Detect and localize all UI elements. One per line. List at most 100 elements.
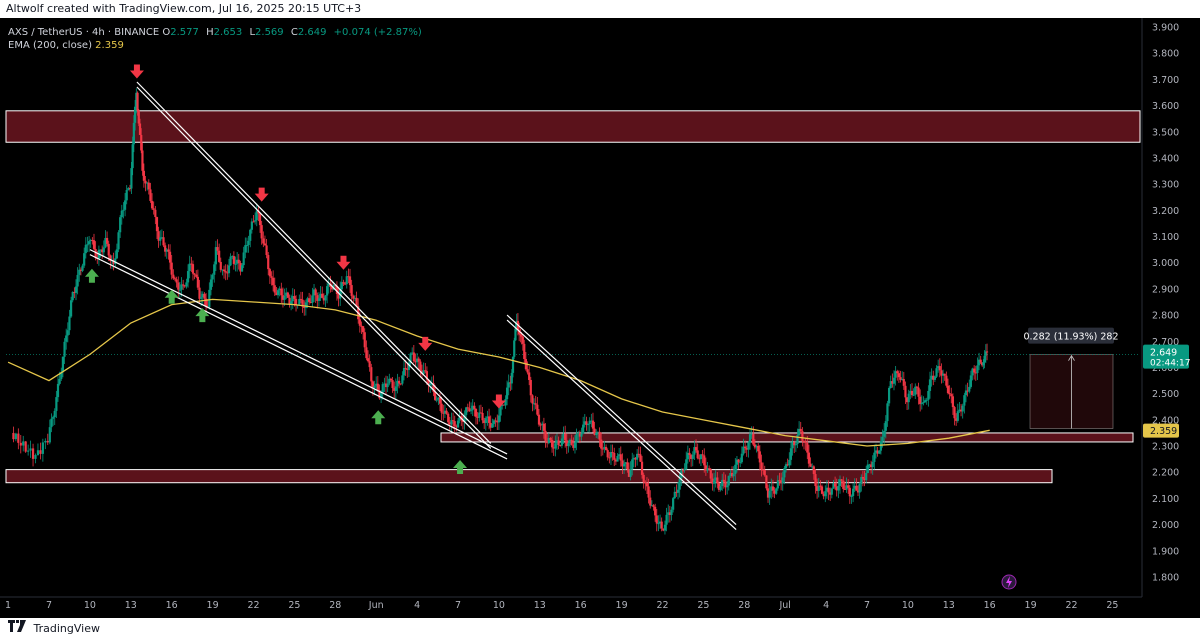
candle-body — [347, 276, 350, 278]
candle-body — [407, 362, 411, 371]
candle-body — [167, 249, 170, 252]
candle-body — [951, 396, 954, 408]
candle-body — [685, 459, 688, 470]
candle-body — [257, 210, 260, 214]
footer-brand: TradingView — [33, 622, 100, 635]
candle-body — [182, 284, 185, 286]
measure-label-box — [1028, 327, 1114, 344]
candle-body — [865, 472, 868, 481]
candle-body — [56, 383, 60, 398]
candle-body — [433, 391, 437, 400]
candle-body — [627, 469, 631, 477]
candle-body — [721, 479, 724, 487]
candle-body — [966, 390, 969, 392]
time-tick-label: 10 — [84, 600, 96, 611]
candle-body — [299, 298, 303, 300]
candle-body — [802, 440, 806, 442]
candle-body — [319, 293, 322, 299]
candle-body — [657, 523, 660, 525]
time-tick-label: 1 — [5, 600, 11, 611]
candle-body — [168, 251, 172, 263]
candle-body — [479, 412, 483, 414]
candle-body — [219, 261, 222, 270]
price-series — [6, 88, 1140, 535]
candle-body — [46, 440, 49, 443]
candle-body — [504, 399, 507, 406]
candle-body — [86, 244, 89, 246]
candle-body — [892, 377, 896, 384]
candle-body — [127, 188, 130, 190]
candle-body — [425, 371, 429, 380]
candle-body — [74, 286, 78, 293]
candle-body — [445, 410, 448, 414]
candle-body — [971, 368, 974, 376]
candle-body — [386, 383, 389, 388]
price-tick-label: 2.400 — [1152, 415, 1179, 426]
candle-body — [384, 383, 388, 388]
candle-body — [552, 447, 555, 449]
candle-body — [688, 452, 691, 456]
candle-body — [337, 294, 340, 299]
candle-body — [532, 403, 536, 405]
candle-body — [578, 432, 581, 437]
price-tick-label: 1.900 — [1152, 546, 1179, 557]
candle-body — [34, 455, 37, 459]
candle-body — [132, 122, 135, 145]
candle-body — [925, 399, 928, 401]
candle-body — [265, 245, 268, 256]
candle-body — [186, 271, 190, 283]
candle-body — [419, 361, 422, 371]
ema-200-line — [7, 298, 990, 447]
candle-body — [355, 297, 358, 307]
candle-body — [755, 445, 758, 448]
candle-body — [381, 384, 384, 393]
candle-body — [164, 245, 167, 252]
up-arrow-icon — [164, 289, 179, 304]
candle-body — [102, 247, 105, 253]
candle-body — [365, 347, 368, 359]
candle-body — [528, 372, 531, 380]
candle-body — [874, 450, 878, 453]
candle-body — [438, 397, 442, 404]
candle-body — [943, 373, 946, 376]
price-tick-label: 2.800 — [1152, 311, 1179, 322]
candle-body — [455, 426, 458, 428]
candle-body — [71, 291, 74, 301]
candle-body — [811, 466, 814, 468]
candle-body — [554, 443, 557, 449]
candle-body — [927, 390, 930, 400]
candle-body — [917, 387, 920, 397]
candle-body — [411, 352, 414, 354]
candle-body — [53, 410, 56, 418]
candle-body — [542, 423, 545, 431]
time-tick-label: 4 — [823, 600, 829, 611]
candle-body — [624, 462, 627, 464]
candle-body — [922, 402, 925, 404]
candle-body — [358, 319, 361, 326]
ema-price-tag-value: 2.359 — [1150, 426, 1177, 437]
candle-body — [429, 383, 432, 386]
lightning-glyph-icon — [1006, 576, 1012, 588]
candle-body — [152, 208, 155, 210]
candle-body — [673, 491, 676, 499]
candle-body — [92, 240, 96, 249]
candle-body — [119, 217, 122, 233]
candle-body — [478, 412, 481, 418]
candle-body — [912, 394, 915, 396]
candle-body — [130, 168, 133, 189]
ema-price-tag — [1143, 423, 1179, 438]
legend-ohlc-o: 2.577 — [170, 27, 199, 38]
time-tick-label: 19 — [1025, 600, 1037, 611]
candle-body — [662, 528, 665, 531]
ema-200-curve — [7, 298, 990, 447]
candle-body — [719, 486, 722, 490]
candle-body — [539, 424, 542, 426]
candle-body — [915, 386, 918, 388]
candle-body — [909, 390, 912, 394]
zone-2 — [5, 469, 1053, 484]
candle-body — [675, 491, 678, 493]
candle-body — [509, 382, 512, 384]
candle-body — [487, 416, 491, 423]
candle-body — [14, 433, 17, 440]
